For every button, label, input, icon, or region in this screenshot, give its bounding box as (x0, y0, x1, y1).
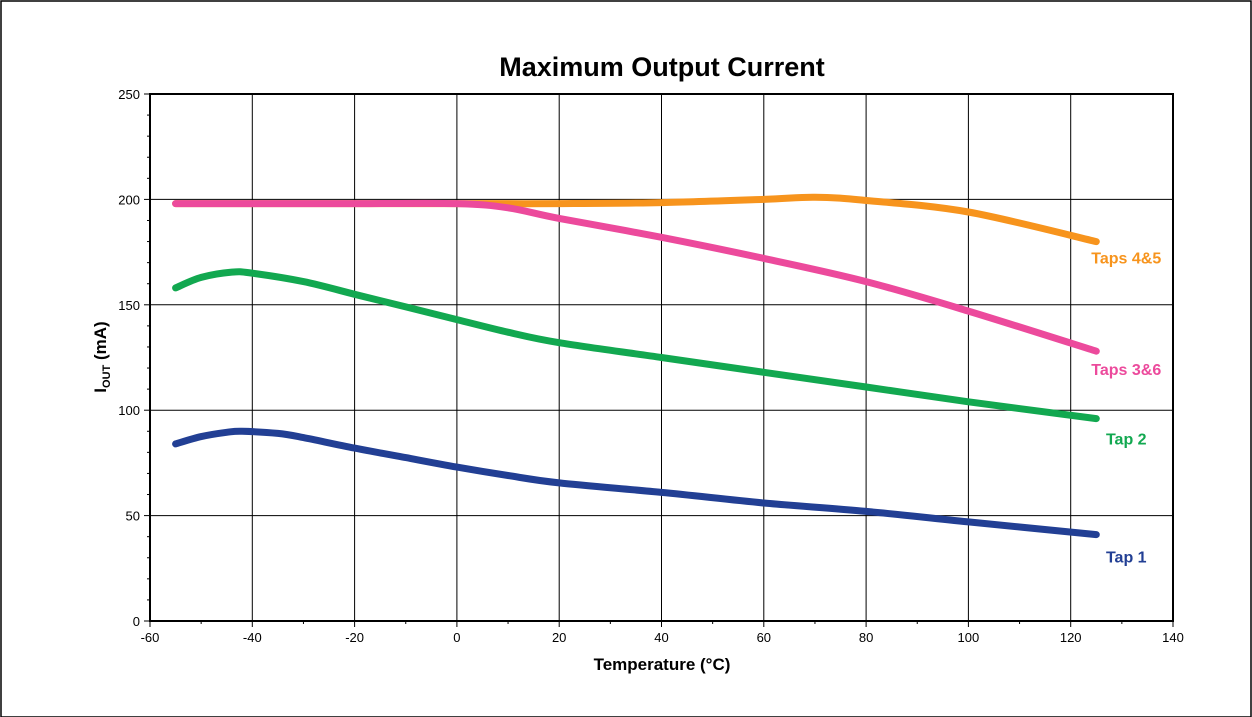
y-tick-label: 0 (133, 614, 140, 629)
chart-title: Maximum Output Current (499, 52, 825, 82)
axis-ticks: -60 -40 -20 0 20 40 60 80 100 120 140 0 50 100 150 200 2… (118, 87, 1184, 645)
y-tick-label: 100 (118, 403, 140, 418)
series-line (172, 199, 1100, 355)
series-lines (172, 193, 1100, 539)
y-axis-label-sub: OUT (101, 364, 113, 388)
x-tick-label: 80 (859, 630, 873, 645)
x-tick-label: 100 (958, 630, 980, 645)
x-axis-label: Temperature (°C) (594, 655, 731, 674)
series-label: Tap 2 (1106, 432, 1147, 449)
x-tick-label: 60 (757, 630, 771, 645)
series-label: Taps 3&6 (1091, 362, 1161, 379)
y-axis-label-main: I (91, 388, 110, 393)
y-axis-label-unit: (mA) (91, 321, 110, 364)
x-tick-label: 0 (453, 630, 460, 645)
series-label: Taps 4&5 (1091, 251, 1161, 268)
series-line (172, 268, 1100, 423)
plot-area-border (149, 93, 1174, 622)
x-tick-label: -20 (345, 630, 364, 645)
series-labels: Taps 4&5 Taps 3&6 Tap 2 Tap 1 (1091, 251, 1161, 567)
y-tick-label: 150 (118, 298, 140, 313)
y-axis-label: IOUT (mA) (91, 321, 113, 392)
y-tick-label: 50 (126, 509, 140, 524)
x-tick-label: 40 (654, 630, 668, 645)
x-tick-label: 20 (552, 630, 566, 645)
x-tick-label: 140 (1162, 630, 1184, 645)
x-tick-label: -40 (243, 630, 262, 645)
series-label: Tap 1 (1106, 550, 1147, 567)
x-tick-label: 120 (1060, 630, 1082, 645)
series-line (172, 427, 1100, 539)
y-tick-label: 200 (118, 192, 140, 207)
x-tick-label: -60 (141, 630, 160, 645)
y-tick-label: 250 (118, 87, 140, 102)
